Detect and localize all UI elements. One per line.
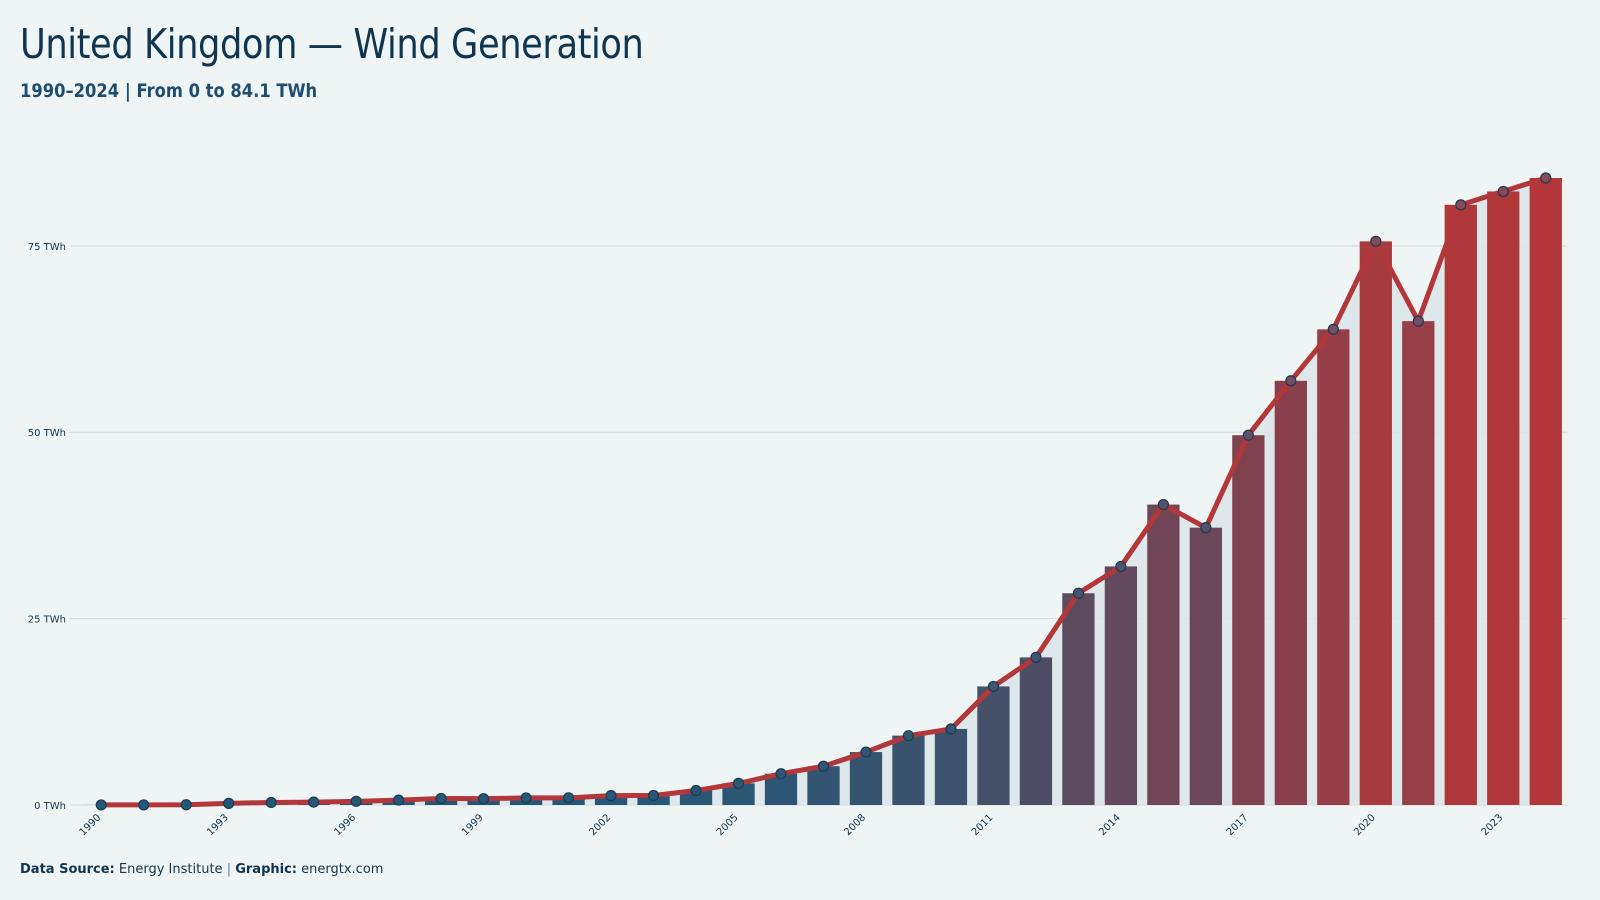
- area-fill-layer: [101, 178, 1546, 805]
- bar: [934, 728, 968, 805]
- bar: [1487, 191, 1520, 805]
- bar: [849, 752, 883, 805]
- area-fill: [101, 178, 1546, 805]
- data-point: [435, 792, 447, 805]
- y-tick-label: 25 TWh: [28, 615, 66, 626]
- data-point: [945, 723, 957, 735]
- data-point: [987, 680, 1000, 693]
- data-point: [1540, 172, 1552, 184]
- data-point: [817, 760, 830, 772]
- bar: [1019, 657, 1053, 805]
- y-tick-label: 50 TWh: [28, 428, 66, 439]
- bar: [892, 735, 925, 805]
- data-point: [180, 799, 192, 811]
- y-tick-label: 75 TWh: [28, 242, 66, 253]
- bars-layer: [85, 178, 1562, 806]
- bar: [722, 783, 755, 805]
- data-point: [393, 794, 405, 806]
- data-point: [1370, 235, 1382, 247]
- data-point: [732, 777, 745, 789]
- x-tick-label: 1990: [78, 812, 104, 838]
- footer-separator: |: [226, 862, 232, 877]
- chart-footer: Data Source: Energy Institute | Graphic:…: [20, 862, 383, 877]
- x-tick-label: 2014: [1097, 812, 1123, 838]
- bar: [977, 686, 1010, 805]
- x-tick-label: 2017: [1225, 812, 1251, 838]
- data-point: [860, 746, 872, 758]
- data-point: [562, 792, 575, 804]
- x-axis-ticks: 1990 1993 1996 1999 2002 2005 2008 2011 2014 2017…: [78, 812, 1506, 838]
- data-point: [647, 789, 660, 802]
- bar: [1444, 204, 1477, 805]
- source-value: Energy Institute: [118, 862, 223, 877]
- data-point: [95, 799, 107, 811]
- x-tick-label: 2005: [715, 812, 741, 838]
- data-point: [350, 795, 362, 807]
- bar: [1232, 435, 1265, 805]
- x-tick-label: 2011: [970, 812, 996, 838]
- x-tick-label: 2020: [1352, 812, 1378, 838]
- x-tick-label: 2002: [587, 812, 613, 838]
- graphic-value: energtx.com: [301, 862, 384, 877]
- bar: [1359, 241, 1392, 806]
- data-point: [520, 792, 532, 804]
- data-point: [1242, 429, 1254, 441]
- bar: [679, 790, 713, 805]
- data-point: [308, 796, 320, 808]
- data-point: [902, 730, 915, 742]
- data-point: [1157, 498, 1169, 511]
- y-tick-label: 0 TWh: [34, 801, 66, 812]
- points-layer: [95, 172, 1552, 811]
- x-tick-label: 1999: [460, 812, 486, 838]
- data-point: [1072, 587, 1085, 599]
- graphic-label: Graphic:: [235, 862, 297, 877]
- data-point: [1497, 185, 1509, 198]
- bar: [1402, 321, 1435, 805]
- bar: [807, 766, 840, 805]
- data-point: [478, 793, 490, 805]
- data-point: [690, 784, 702, 797]
- data-point: [1030, 651, 1042, 663]
- bar: [1317, 329, 1350, 805]
- data-point: [775, 768, 787, 780]
- chart-title: United Kingdom — Wind Generation: [20, 20, 644, 68]
- bar: [1274, 380, 1307, 805]
- x-tick-label: 1993: [205, 812, 231, 838]
- chart-subtitle: 1990–2024 | From 0 to 84.1 TWh: [20, 80, 318, 102]
- y-axis-ticks: 0 TWh 25 TWh 50 TWh 75 TWh: [28, 242, 66, 812]
- x-tick-label: 2008: [842, 812, 868, 838]
- data-point: [1200, 522, 1212, 534]
- data-point: [605, 790, 617, 802]
- data-point: [1115, 560, 1127, 573]
- data-point: [265, 796, 277, 809]
- data-point: [1327, 323, 1339, 335]
- bar: [1189, 527, 1223, 805]
- bar: [1104, 566, 1138, 805]
- bar: [1062, 593, 1095, 805]
- x-tick-label: 1996: [333, 812, 359, 838]
- data-point: [1412, 315, 1424, 327]
- bar: [1529, 178, 1562, 805]
- data-point: [1455, 199, 1467, 211]
- bar: [1147, 504, 1180, 805]
- x-tick-label: 2023: [1480, 812, 1506, 838]
- source-label: Data Source:: [20, 862, 115, 877]
- data-point: [138, 799, 150, 811]
- data-point: [1285, 375, 1297, 387]
- data-point: [223, 797, 235, 809]
